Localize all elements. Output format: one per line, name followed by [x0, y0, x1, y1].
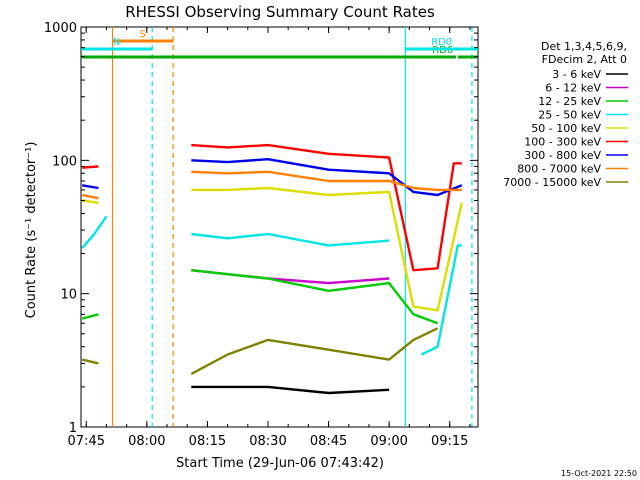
legend: Det 1,3,4,5,6,9,FDecim 2, Att 0 3 - 6 keV… [503, 40, 628, 189]
legend-entry-label: 100 - 300 keV [524, 136, 601, 149]
series-lines [81, 143, 463, 395]
series-line [81, 215, 462, 356]
series-line [82, 143, 462, 272]
legend-entry-label: 12 - 25 keV [538, 95, 601, 108]
flag-label: N [113, 37, 120, 48]
y-tick-label: 10 [60, 288, 77, 303]
legend-header: FDecim 2, Att 0 [542, 53, 627, 66]
series-line [81, 327, 439, 375]
legend-header: Det 1,3,4,5,6,9, [541, 40, 627, 53]
legend-entry-label: 6 - 12 keV [545, 82, 601, 95]
axis-ticks: 07:45 08:00 08:15 08:30 08:45 09:00 09:15 1 10 10… [44, 21, 478, 449]
legend-entry-label: 300 - 800 keV [524, 149, 601, 162]
flag-label: RD0 [431, 37, 452, 48]
flag-label: S [140, 29, 146, 40]
legend-entry-label: 3 - 6 keV [552, 68, 601, 81]
series-line [81, 269, 439, 325]
legend-entry-label: 50 - 100 keV [531, 122, 601, 135]
plot-frame [80, 26, 479, 428]
series-line [191, 269, 390, 285]
x-tick-label: 07:45 [68, 434, 105, 449]
legend-entry-label: 800 - 7000 keV [517, 163, 601, 176]
x-tick-label: 08:00 [128, 434, 165, 449]
y-axis-label: Count Rate (s⁻¹ detector⁻¹) [24, 142, 39, 319]
y-tick-label: 1000 [44, 21, 77, 36]
x-tick-label: 09:15 [431, 434, 468, 449]
x-tick-label: 08:30 [249, 434, 286, 449]
x-axis-label: Start Time (29-Jun-06 07:43:42) [176, 456, 384, 471]
legend-entry-label: 25 - 50 keV [538, 109, 601, 122]
series-line [81, 170, 462, 200]
x-tick-label: 09:00 [370, 434, 407, 449]
y-tick-label: 100 [52, 154, 77, 169]
time-markers [111, 27, 473, 427]
x-tick-label: 08:45 [310, 434, 347, 449]
y-tick-label: 1 [69, 421, 77, 436]
series-line [82, 158, 463, 197]
legend-entry-label: 7000 - 15000 keV [503, 176, 601, 189]
observing-flags: SNRD6RD0 [81, 29, 478, 59]
axis-frame [80, 26, 479, 428]
x-tick-label: 08:15 [189, 434, 226, 449]
timestamp: 15-Oct-2021 22:50 [561, 469, 637, 478]
chart-title: RHESSI Observing Summary Count Rates [125, 3, 435, 21]
series-line [191, 385, 390, 395]
